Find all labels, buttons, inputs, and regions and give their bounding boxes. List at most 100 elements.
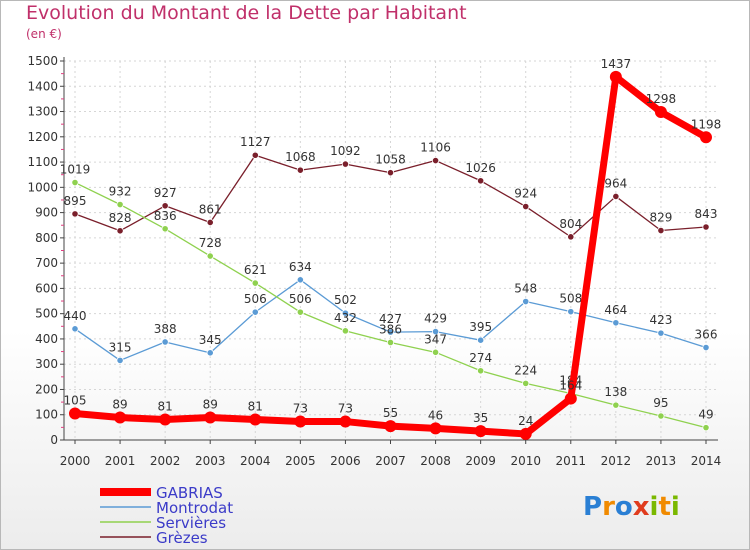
x-tick-label: 2010	[510, 454, 541, 468]
data-label-montrodat: 634	[289, 260, 312, 274]
data-point-servieres	[477, 367, 485, 375]
brand-letter: x	[633, 492, 650, 522]
data-point-gabrias	[249, 413, 262, 426]
data-point-grezes	[296, 166, 304, 174]
data-label-gabrias: 105	[64, 393, 87, 407]
data-point-montrodat	[431, 328, 440, 336]
data-label-gabrias: 89	[112, 398, 127, 412]
data-label-servieres: 506	[289, 292, 312, 306]
data-label-servieres: 932	[109, 185, 132, 199]
legend-label: Servières	[156, 514, 226, 532]
y-tick-label: 1000	[27, 180, 58, 194]
data-point-servieres	[116, 200, 124, 209]
data-point-gabrias	[204, 411, 217, 424]
data-point-gabrias	[564, 392, 577, 405]
data-point-servieres	[296, 308, 304, 316]
data-point-grezes	[522, 202, 530, 211]
data-label-montrodat: 464	[604, 303, 627, 317]
data-label-gabrias: 24	[518, 414, 533, 428]
data-point-montrodat	[161, 338, 169, 346]
y-tick-label: 300	[35, 357, 58, 371]
x-tick-label: 2014	[691, 454, 722, 468]
data-label-servieres: 49	[698, 408, 713, 422]
data-label-gabrias: 81	[248, 400, 263, 414]
data-point-montrodat	[251, 308, 259, 316]
data-point-grezes	[431, 156, 440, 165]
data-label-grezes: 861	[199, 202, 222, 216]
data-point-montrodat	[522, 297, 530, 306]
data-point-grezes	[567, 233, 575, 241]
data-point-grezes	[71, 210, 79, 218]
brand-letter: i	[650, 492, 659, 522]
data-point-grezes	[386, 169, 395, 177]
data-point-gabrias	[339, 415, 352, 428]
data-label-montrodat: 395	[469, 320, 492, 334]
data-label-gabrias: 35	[473, 411, 488, 425]
data-point-gabrias	[159, 413, 172, 426]
brand-letter: r	[602, 492, 615, 522]
brand-letter: o	[615, 492, 633, 522]
data-label-servieres: 432	[334, 311, 357, 325]
data-label-grezes: 924	[514, 187, 537, 201]
data-point-gabrias	[519, 427, 532, 440]
data-label-grezes: 1092	[330, 144, 361, 158]
data-point-montrodat	[567, 308, 575, 316]
data-point-servieres	[657, 412, 665, 420]
data-point-servieres	[71, 178, 79, 187]
data-point-servieres	[702, 424, 710, 432]
data-label-servieres: 386	[379, 322, 402, 336]
data-label-montrodat: 508	[559, 292, 582, 306]
data-label-montrodat: 548	[514, 282, 537, 296]
data-label-grezes: 964	[604, 176, 627, 190]
legend-label: GABRIAS	[156, 484, 223, 502]
x-tick-label: 2012	[601, 454, 632, 468]
y-tick-label: 500	[35, 307, 58, 321]
data-label-grezes: 927	[154, 186, 177, 200]
data-label-grezes: 1026	[465, 161, 496, 175]
data-point-servieres	[251, 279, 259, 287]
data-point-gabrias	[294, 415, 307, 428]
data-point-montrodat	[657, 329, 665, 337]
data-label-grezes: 895	[64, 194, 87, 208]
data-point-gabrias	[114, 411, 127, 424]
data-label-servieres: 95	[653, 396, 668, 410]
brand-logo: Proxiti	[583, 492, 680, 522]
data-label-grezes: 1058	[375, 153, 406, 167]
data-label-grezes: 828	[109, 211, 132, 225]
data-label-grezes: 1127	[240, 135, 271, 149]
data-point-grezes	[702, 223, 710, 231]
y-tick-label: 400	[35, 332, 58, 346]
x-tick-label: 2004	[240, 454, 271, 468]
data-label-servieres: 621	[244, 263, 267, 277]
data-point-grezes	[477, 177, 485, 185]
series-line-gabrias	[74, 73, 708, 438]
data-label-servieres: 138	[604, 385, 627, 399]
y-tick-label: 800	[35, 231, 58, 245]
x-tick-label: 2003	[195, 454, 226, 468]
data-point-servieres	[161, 225, 169, 233]
data-point-gabrias	[609, 70, 622, 83]
data-point-grezes	[612, 192, 620, 201]
data-label-gabrias: 55	[383, 406, 398, 420]
data-point-montrodat	[296, 276, 304, 284]
data-label-gabrias: 73	[338, 402, 353, 416]
data-point-servieres	[612, 401, 620, 409]
data-point-gabrias	[69, 407, 81, 420]
data-label-gabrias: 1298	[646, 92, 677, 106]
data-point-montrodat	[71, 325, 79, 333]
x-tick-label: 2000	[60, 454, 91, 468]
y-tick-label: 700	[35, 256, 58, 270]
data-label-montrodat: 388	[154, 322, 177, 336]
data-label-servieres: 224	[514, 363, 537, 377]
data-point-servieres	[431, 348, 440, 356]
legend-label: Montrodat	[156, 499, 233, 517]
data-point-gabrias	[384, 420, 397, 433]
data-label-montrodat: 502	[334, 293, 357, 307]
x-tick-label: 2005	[285, 454, 316, 468]
data-label-gabrias: 1198	[691, 117, 722, 131]
data-point-grezes	[341, 160, 350, 168]
data-label-montrodat: 366	[695, 328, 718, 342]
data-point-grezes	[116, 227, 124, 235]
